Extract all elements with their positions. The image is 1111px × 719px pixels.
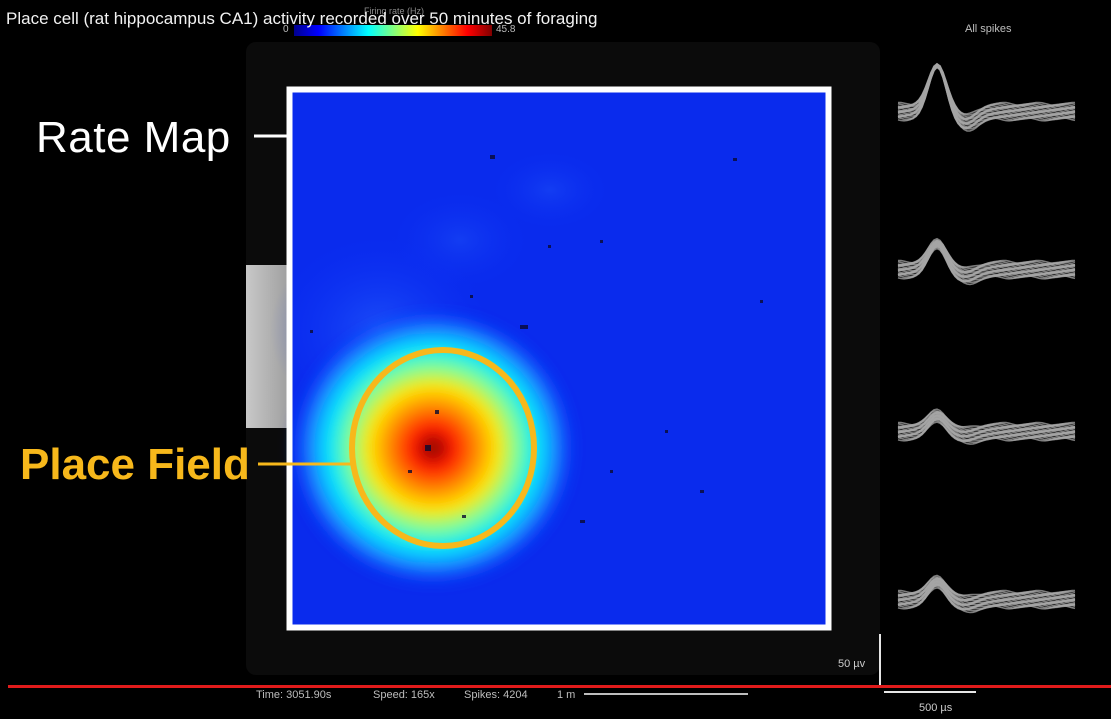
waveform-trace (897, 421, 1076, 445)
figure-title: Place cell (rat hippocampus CA1) activit… (6, 9, 598, 28)
status-scale: 1 m (557, 689, 576, 701)
rate-map-glow (490, 150, 610, 230)
spike-waveforms (897, 62, 1076, 614)
waveform-trace (897, 586, 1076, 614)
waveform-channel (897, 62, 1076, 132)
waveform-trace (897, 66, 1076, 132)
voltage-scale-label: 50 µv (838, 658, 866, 670)
colorbar-max: 45.8 (496, 24, 516, 35)
rate-map-speckles (310, 155, 763, 523)
colorbar (294, 25, 492, 36)
status-speed: Speed: 165x (373, 689, 435, 701)
rate-map-frame (286, 86, 832, 631)
waveform-channel (897, 237, 1076, 286)
rate-map-glow (390, 190, 530, 290)
place-field-circle (349, 347, 537, 549)
waveform-trace (897, 247, 1076, 286)
colorbar-min: 0 (283, 24, 289, 35)
time-scale-label: 500 µs (919, 702, 953, 714)
rate-map-label: Rate Map (36, 113, 231, 162)
waveform-channel (897, 574, 1076, 614)
status-time: Time: 3051.90s (256, 689, 332, 701)
waveform-channel (897, 408, 1076, 445)
status-spikes: Spikes: 4204 (464, 689, 528, 701)
timeline-bar[interactable] (8, 685, 1111, 688)
colorbar-label: Firing rate (Hz) (364, 6, 425, 16)
place-field-label: Place Field (20, 440, 250, 489)
waveform-title: All spikes (965, 23, 1012, 35)
